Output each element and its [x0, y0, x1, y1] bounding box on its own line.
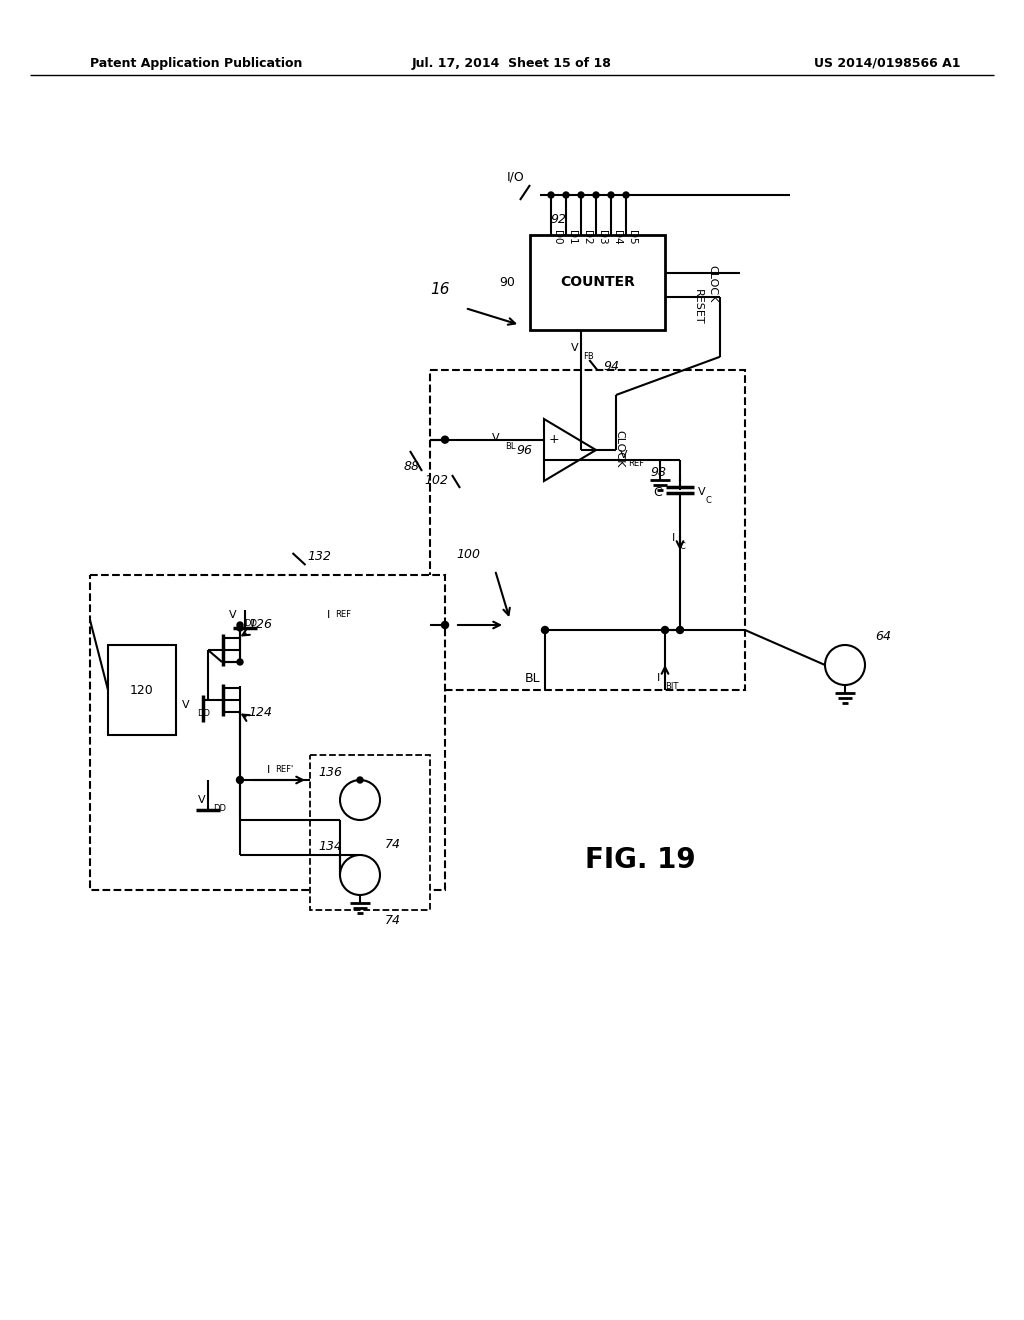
- Text: 64: 64: [874, 631, 891, 644]
- Text: BL: BL: [505, 442, 515, 450]
- Text: FIG. 19: FIG. 19: [585, 846, 695, 874]
- Text: DD: DD: [244, 619, 257, 628]
- Text: DD: DD: [197, 709, 210, 718]
- Text: m: m: [838, 657, 852, 672]
- Text: REF: REF: [628, 459, 644, 469]
- Text: m: m: [352, 792, 368, 808]
- Text: V: V: [620, 450, 628, 461]
- Text: D5: D5: [627, 230, 637, 244]
- Bar: [90, 576, 445, 890]
- Text: I/O: I/O: [507, 170, 525, 183]
- Circle shape: [825, 645, 865, 685]
- Text: 94: 94: [603, 359, 620, 372]
- Text: 120: 120: [130, 684, 154, 697]
- Text: D4: D4: [612, 230, 622, 244]
- Circle shape: [563, 191, 569, 198]
- Text: D3: D3: [597, 230, 607, 244]
- Circle shape: [340, 780, 380, 820]
- Circle shape: [237, 776, 244, 784]
- Text: DD: DD: [213, 804, 226, 813]
- Text: 98: 98: [650, 466, 666, 479]
- Text: FB: FB: [584, 352, 594, 360]
- Circle shape: [578, 191, 584, 198]
- Text: D1: D1: [567, 230, 577, 244]
- Text: BIT: BIT: [665, 682, 678, 690]
- Circle shape: [623, 191, 629, 198]
- Text: 88: 88: [404, 459, 420, 473]
- Circle shape: [677, 627, 683, 634]
- Circle shape: [237, 624, 243, 631]
- Text: 74: 74: [385, 838, 401, 851]
- Text: I: I: [656, 673, 660, 682]
- Circle shape: [441, 436, 449, 444]
- Circle shape: [542, 627, 549, 634]
- Circle shape: [357, 777, 362, 783]
- Text: CLOCK: CLOCK: [614, 430, 624, 467]
- Text: C: C: [653, 486, 662, 499]
- Circle shape: [662, 627, 669, 634]
- Text: m: m: [352, 867, 368, 883]
- Text: I: I: [672, 533, 675, 543]
- Text: 100: 100: [456, 549, 480, 561]
- Text: 102: 102: [424, 474, 449, 487]
- Text: V: V: [182, 700, 190, 710]
- Text: D2: D2: [582, 230, 592, 244]
- Text: V: V: [698, 487, 706, 498]
- Text: D0: D0: [552, 230, 562, 244]
- Text: 132: 132: [307, 550, 332, 564]
- Text: -: -: [552, 454, 556, 467]
- Text: 16: 16: [430, 282, 450, 297]
- Circle shape: [441, 622, 449, 628]
- Text: +: +: [549, 433, 559, 446]
- Text: BL: BL: [524, 672, 540, 685]
- Text: Patent Application Publication: Patent Application Publication: [90, 57, 302, 70]
- Circle shape: [237, 622, 243, 628]
- Text: 96: 96: [516, 444, 532, 457]
- Text: COUNTER: COUNTER: [560, 276, 635, 289]
- Text: V: V: [570, 343, 579, 352]
- Text: 74: 74: [385, 913, 401, 927]
- Text: REF: REF: [335, 610, 351, 619]
- Circle shape: [548, 191, 554, 198]
- Text: V: V: [229, 610, 237, 620]
- Text: 134: 134: [318, 841, 342, 854]
- Text: V: V: [199, 795, 206, 805]
- Text: RESET: RESET: [693, 289, 703, 325]
- Text: 136: 136: [318, 766, 342, 779]
- Bar: [108, 645, 176, 735]
- Text: Jul. 17, 2014  Sheet 15 of 18: Jul. 17, 2014 Sheet 15 of 18: [412, 57, 612, 70]
- Text: C: C: [706, 496, 712, 506]
- Circle shape: [593, 191, 599, 198]
- Text: I: I: [327, 610, 330, 620]
- Circle shape: [237, 659, 243, 665]
- Text: V: V: [493, 433, 500, 442]
- Text: I: I: [266, 766, 270, 775]
- Text: CLOCK: CLOCK: [707, 265, 717, 302]
- Text: 126: 126: [248, 619, 272, 631]
- Bar: [310, 755, 430, 909]
- Text: 90: 90: [499, 276, 515, 289]
- Circle shape: [340, 855, 380, 895]
- Bar: [530, 235, 665, 330]
- Text: REF': REF': [275, 766, 293, 774]
- Text: 124: 124: [248, 705, 272, 718]
- Circle shape: [608, 191, 614, 198]
- Text: US 2014/0198566 A1: US 2014/0198566 A1: [813, 57, 961, 70]
- Text: 92: 92: [550, 213, 566, 226]
- Text: C: C: [680, 543, 686, 550]
- Bar: [430, 370, 745, 690]
